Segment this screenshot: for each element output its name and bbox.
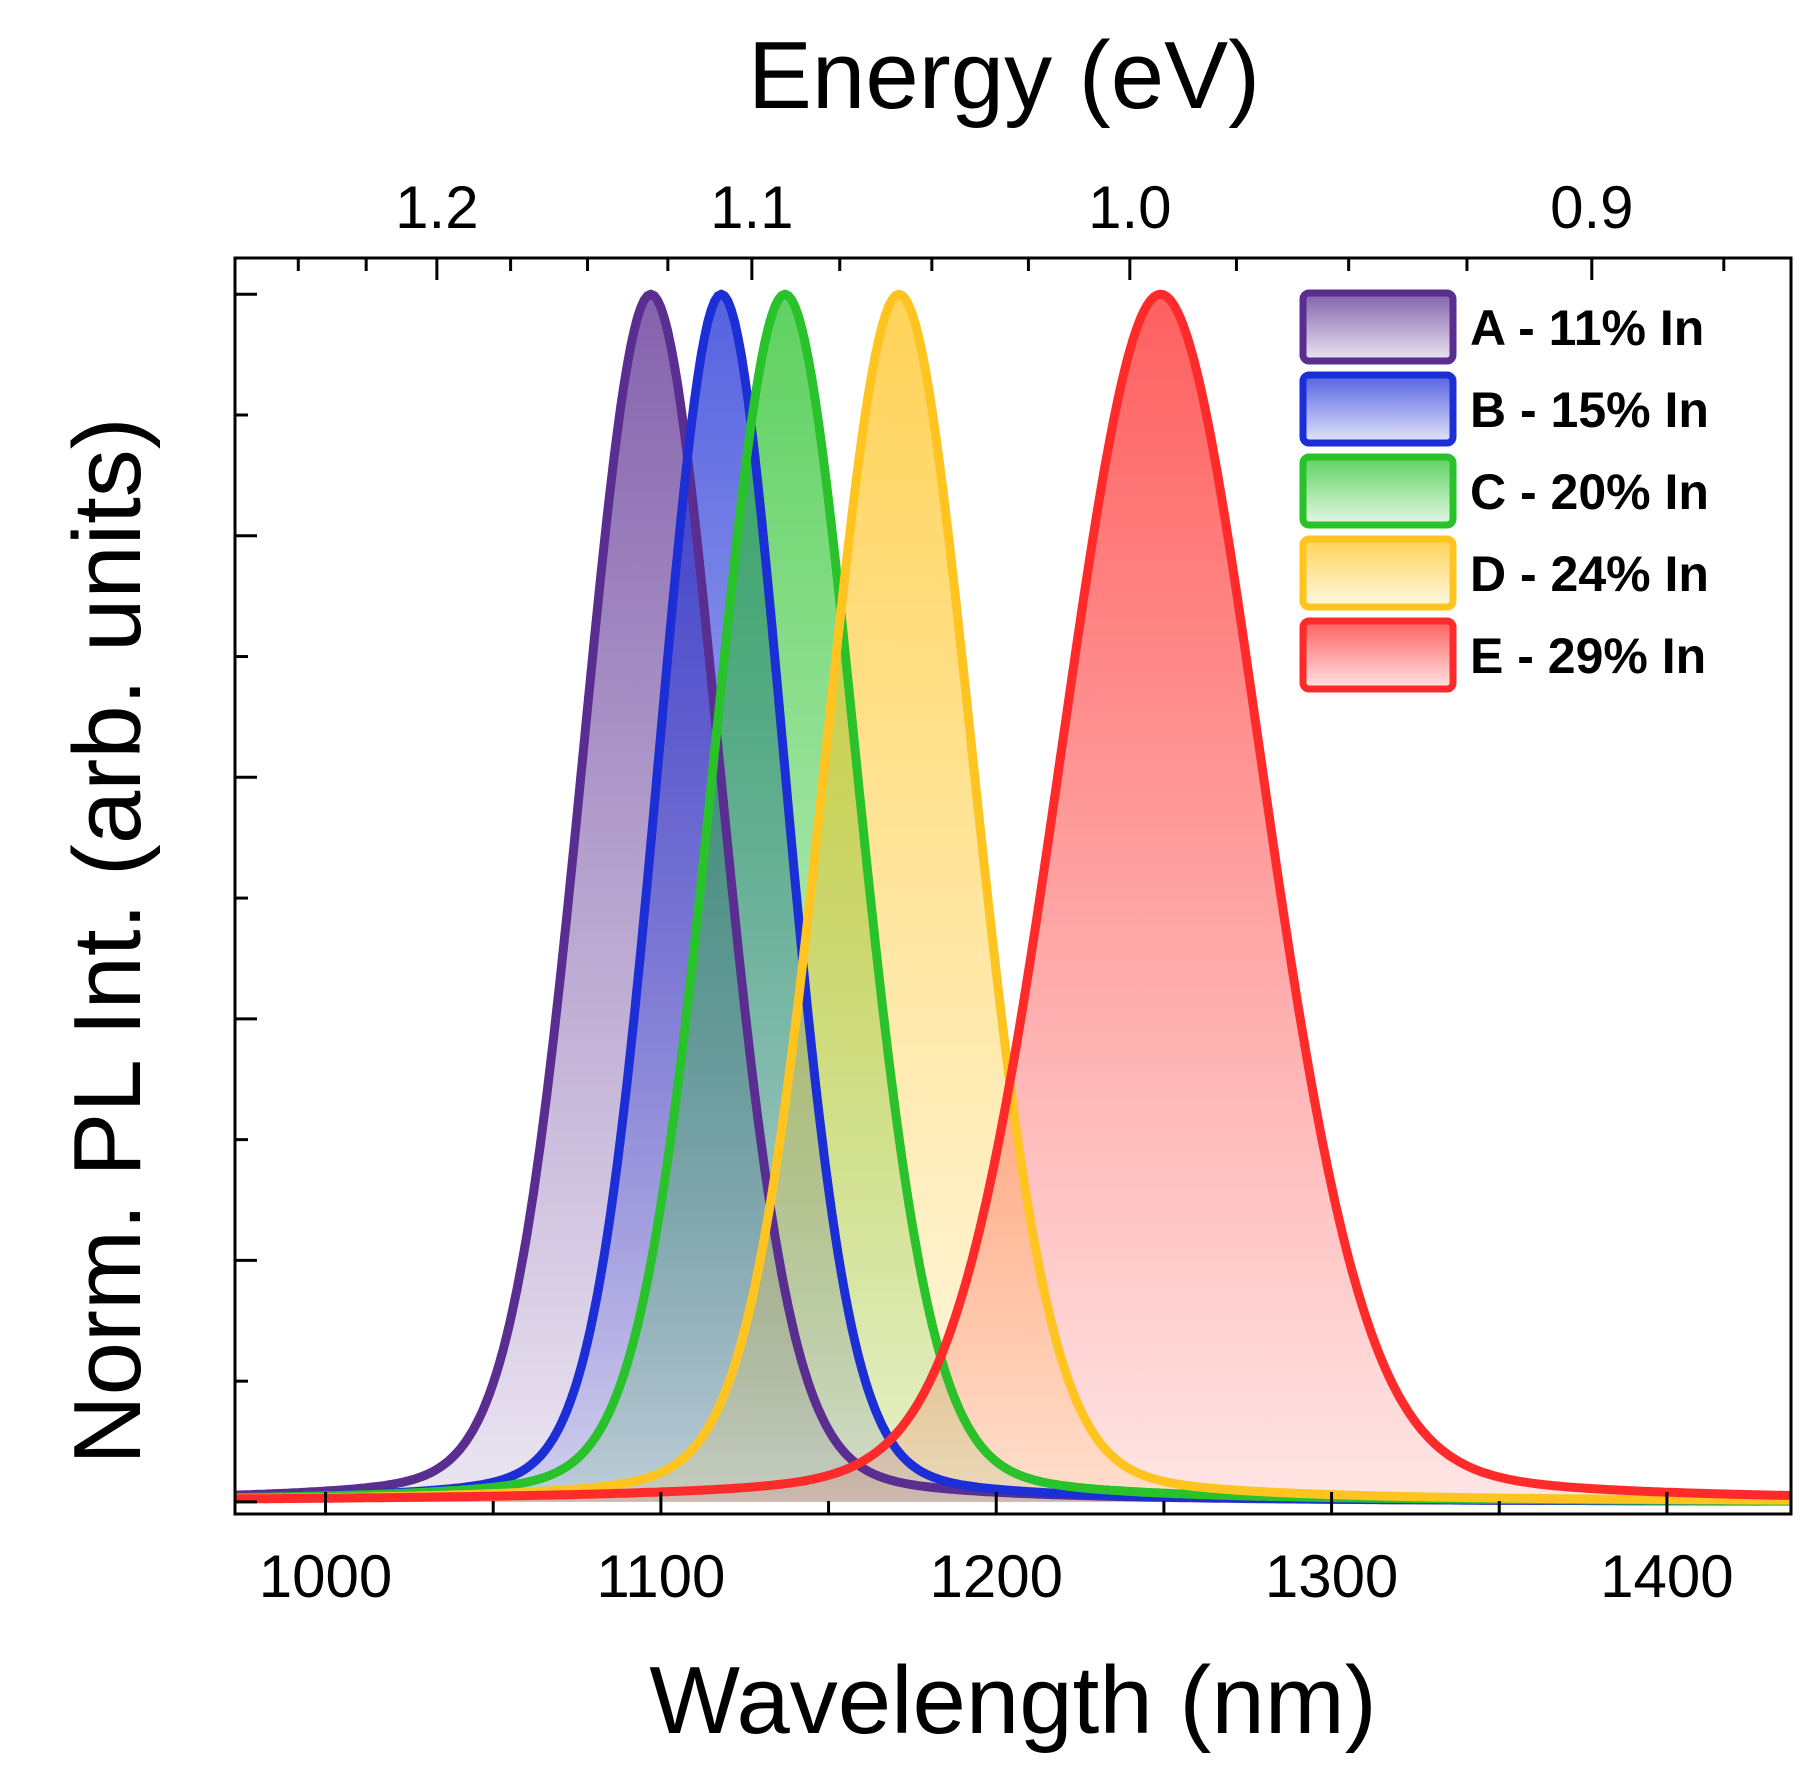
legend-swatch: [1299, 617, 1457, 693]
series-lines: [233, 289, 1793, 1506]
series-area-1: [235, 294, 1791, 1502]
x-axis-title: Wavelength (nm): [649, 1647, 1376, 1754]
x-tick-label: 1300: [1265, 1543, 1398, 1610]
top-axis-ticks: 1.2 1.1 1.0 0.9: [296, 174, 1726, 280]
top-tick-label: 1.1: [710, 174, 793, 241]
legend-label: D - 24% In: [1470, 546, 1709, 602]
left-axis-ticks: [235, 292, 257, 1504]
legend-label: B - 15% In: [1470, 382, 1709, 438]
x-tick-label: 1400: [1600, 1543, 1733, 1610]
legend-label: A - 11% In: [1470, 300, 1704, 356]
legend-label: E - 29% In: [1470, 628, 1706, 684]
series-areas: [235, 294, 1791, 1502]
top-axis-title: Energy (eV): [748, 22, 1260, 129]
y-axis-title: Norm. PL Int. (arb. units): [54, 417, 161, 1464]
plot-frame: [233, 256, 1793, 1516]
top-tick-label: 1.2: [395, 174, 478, 241]
x-tick-label: 1200: [929, 1543, 1062, 1610]
top-tick-label: 1.0: [1088, 174, 1171, 241]
x-tick-label: 1000: [259, 1543, 392, 1610]
legend: A - 11% In B - 15% In C - 20% In D - 24% In…: [1299, 289, 1709, 693]
legend-swatch: [1299, 535, 1457, 611]
series-area-4: [235, 294, 1791, 1502]
legend-swatch: [1299, 289, 1457, 365]
bottom-axis-ticks: 1000 1100 1200 1300 1400: [259, 1492, 1734, 1610]
top-tick-label: 0.9: [1550, 174, 1633, 241]
series-line-4: [233, 289, 1793, 1504]
legend-swatch: [1299, 371, 1457, 447]
legend-label: C - 20% In: [1470, 464, 1709, 520]
x-tick-label: 1100: [596, 1543, 725, 1610]
legend-swatch: [1299, 453, 1457, 529]
